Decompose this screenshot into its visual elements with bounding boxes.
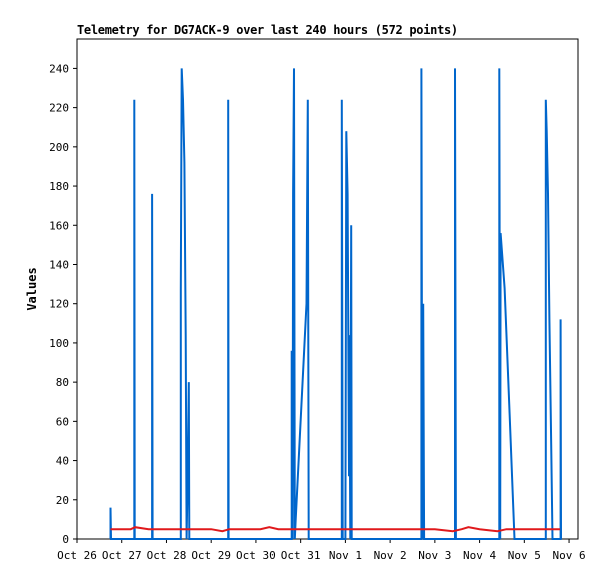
series-line-0: [109, 68, 562, 540]
x-tick-label: Oct 26: [57, 549, 97, 562]
y-axis: 0 20 40 60 80 100 120 140 160 180 200 220 240: [49, 62, 77, 546]
x-tick-label: Nov 5: [508, 549, 541, 562]
y-tick-label: 140: [49, 258, 69, 271]
y-tick-label: 0: [62, 533, 69, 546]
y-tick-label: 160: [49, 219, 69, 232]
y-tick-label: 180: [49, 180, 69, 193]
y-tick-label: 20: [56, 494, 69, 507]
x-tick-label: Oct 29: [191, 549, 231, 562]
series-layer: [109, 68, 562, 540]
y-tick-label: 80: [56, 376, 69, 389]
plot-area: [76, 38, 579, 540]
y-tick-label: 200: [49, 141, 69, 154]
x-tick-label: Nov 3: [418, 549, 451, 562]
x-tick-label: Oct 31: [281, 549, 321, 562]
y-tick-label: 120: [49, 298, 69, 311]
x-tick-label: Nov 6: [552, 549, 585, 562]
x-tick-label: Oct 28: [147, 549, 187, 562]
x-tick-label: Nov 1: [329, 549, 362, 562]
chart-title: Telemetry for DG7ACK-9 over last 240 hou…: [77, 23, 458, 37]
x-axis: Oct 26 Oct 27 Oct 28 Oct 29 Oct 30 Oct 31 Nov …: [57, 539, 586, 562]
y-tick-label: 220: [49, 102, 69, 115]
x-tick-label: Nov 4: [463, 549, 496, 562]
y-tick-label: 40: [56, 455, 69, 468]
y-tick-label: 240: [49, 62, 69, 75]
x-tick-label: Oct 30: [236, 549, 276, 562]
series-line-1: [110, 526, 561, 533]
y-axis-title: Values: [25, 267, 39, 310]
x-tick-label: Oct 27: [102, 549, 142, 562]
y-tick-label: 60: [56, 415, 69, 428]
x-tick-label: Nov 2: [374, 549, 407, 562]
y-tick-label: 100: [49, 337, 69, 350]
